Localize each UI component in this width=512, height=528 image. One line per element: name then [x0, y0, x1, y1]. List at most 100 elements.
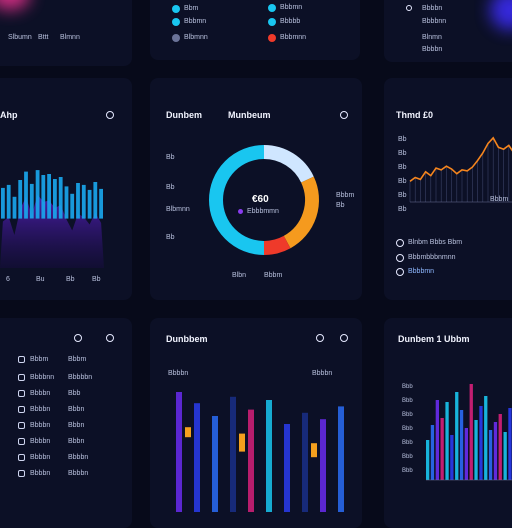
checkbox-icon[interactable]: [18, 470, 25, 477]
bar: [450, 435, 454, 480]
gear-icon[interactable]: [406, 5, 412, 11]
legend-label: Blbmnn: [184, 34, 208, 41]
y-tick-label: Bb: [398, 150, 407, 157]
filter-label[interactable]: Bbbbn: [168, 370, 189, 377]
bar: [430, 425, 435, 480]
options-icon[interactable]: [74, 334, 82, 342]
options-icon[interactable]: [106, 334, 114, 342]
donut-center-value: €60: [252, 194, 269, 205]
options-icon[interactable]: [106, 111, 114, 119]
panel-subtitle: Munbeum: [228, 110, 271, 120]
bar: [426, 440, 430, 480]
bar: [176, 392, 182, 512]
status-dot-icon: [172, 18, 180, 26]
legend-label: Bbbbb: [280, 18, 301, 25]
donut-side-label: Bbbm: [336, 192, 355, 199]
options-icon[interactable]: [316, 334, 324, 342]
y-tick-label: Bb: [398, 192, 407, 199]
bar: [24, 171, 28, 219]
list-item-label: Bbbbn: [30, 422, 51, 429]
checkbox-icon[interactable]: [18, 356, 25, 363]
info-icon[interactable]: [396, 239, 404, 247]
donut-slice: [263, 235, 291, 255]
bar: [338, 406, 344, 512]
series-line: [409, 136, 512, 182]
checkbox-icon[interactable]: [18, 454, 25, 461]
y-tick-label: Bbb: [402, 468, 413, 474]
bar: [12, 196, 17, 219]
menu-item[interactable]: Bbbbnn: [422, 18, 447, 25]
top-left-label-a: Slbumn: [8, 34, 32, 41]
status-dot-icon: [268, 18, 276, 26]
list-item-label: Bbbbn: [30, 470, 51, 477]
checkbox-icon[interactable]: [18, 438, 25, 445]
bar: [41, 175, 46, 219]
checkbox-icon[interactable]: [18, 406, 25, 413]
line-chart: [409, 136, 512, 203]
y-tick-label: Bb: [398, 136, 407, 143]
bar: [493, 422, 498, 480]
donut-bottom-label: Blbn: [232, 272, 247, 279]
y-tick-label: Bbb: [402, 440, 413, 446]
info-icon[interactable]: [396, 254, 404, 262]
options-icon[interactable]: [340, 111, 348, 119]
x-tick-label: Bu: [36, 276, 45, 283]
y-tick-label: Bb: [398, 206, 407, 213]
donut-side-label: Bb: [336, 202, 345, 209]
y-tick-label: Bb: [398, 164, 407, 171]
x-tick-label: Bb: [66, 276, 75, 283]
list-item-value: Bbbbbn: [68, 374, 93, 381]
legend-item: Bbbbmn: [408, 268, 435, 275]
top-right-panel: Bbbbn Bbbbnn Blnmn Bbbbn: [384, 0, 512, 62]
donut-axis-label: Blbmnn: [166, 206, 190, 213]
menu-item[interactable]: Bbbbn: [422, 46, 443, 53]
bar: [99, 188, 103, 219]
options-icon[interactable]: [340, 334, 348, 342]
bar: [87, 189, 92, 219]
checkbox-icon[interactable]: [18, 390, 25, 397]
list-panel: Bbbm Bbbm Bbbbnn Bbbbbn Bbbbn Bbb Bbbbn Bbbn B…: [0, 318, 132, 528]
y-tick-label: Bbb: [402, 426, 413, 432]
menu-item[interactable]: Blnmn: [422, 34, 442, 41]
accent-bar: [311, 443, 317, 458]
bar: [18, 180, 23, 219]
legend-label: Bbm: [184, 5, 199, 12]
donut-slice: [263, 145, 314, 183]
bullet-icon: [238, 209, 243, 214]
bars-panel: Dunbbem Bbbbn Bbbbn: [150, 318, 362, 528]
panel-title: Thmd £0: [396, 110, 434, 120]
column-header: Bbbm: [30, 356, 49, 363]
bar: [488, 430, 493, 480]
legend-label: Bbbmn: [184, 18, 207, 25]
info-icon[interactable]: [396, 268, 404, 276]
checkbox-icon[interactable]: [18, 422, 25, 429]
menu-item[interactable]: Bbbbn: [422, 5, 443, 12]
bar: [29, 183, 34, 219]
bar: [76, 183, 80, 219]
list-item-value: Bbbn: [68, 422, 85, 429]
bar: [445, 402, 449, 480]
top-middle-panel: Bbm Bbbmn Blbmnn Bbbmn Bbbbb Bbbmnn: [150, 0, 360, 60]
donut-bottom-label: Bbbm: [264, 272, 283, 279]
list-item-label: Bbbbnn: [30, 374, 55, 381]
donut-slice: [283, 176, 319, 249]
list-item-value: Bbbbn: [68, 470, 89, 477]
checkbox-icon[interactable]: [18, 374, 25, 381]
bar-chart: [0, 170, 104, 268]
top-left-panel: Slbumn Bttt Blmnn: [0, 0, 132, 66]
bar: [503, 432, 507, 480]
filter-label[interactable]: Bbbbn: [312, 370, 333, 377]
bar: [212, 416, 218, 512]
bar: [1, 187, 5, 219]
list-item-label: Bbbbn: [30, 438, 51, 445]
y-tick-label: Bbb: [402, 384, 413, 390]
bar: [58, 177, 63, 219]
panel-title: Dunbbem: [166, 334, 208, 344]
legend-item: Bbbmbbbnmnn: [408, 254, 456, 261]
x-tick-label: 6: [6, 276, 10, 283]
bar-chart-panel: Ahp 6 Bu Bb Bb: [0, 78, 132, 300]
accent-bar: [185, 427, 191, 438]
bar: [284, 424, 290, 512]
donut-panel: Dunbem Munbeum Bb Bb Blbmnn Bb Bbbm Bb €…: [150, 78, 362, 300]
bar: [508, 408, 512, 480]
